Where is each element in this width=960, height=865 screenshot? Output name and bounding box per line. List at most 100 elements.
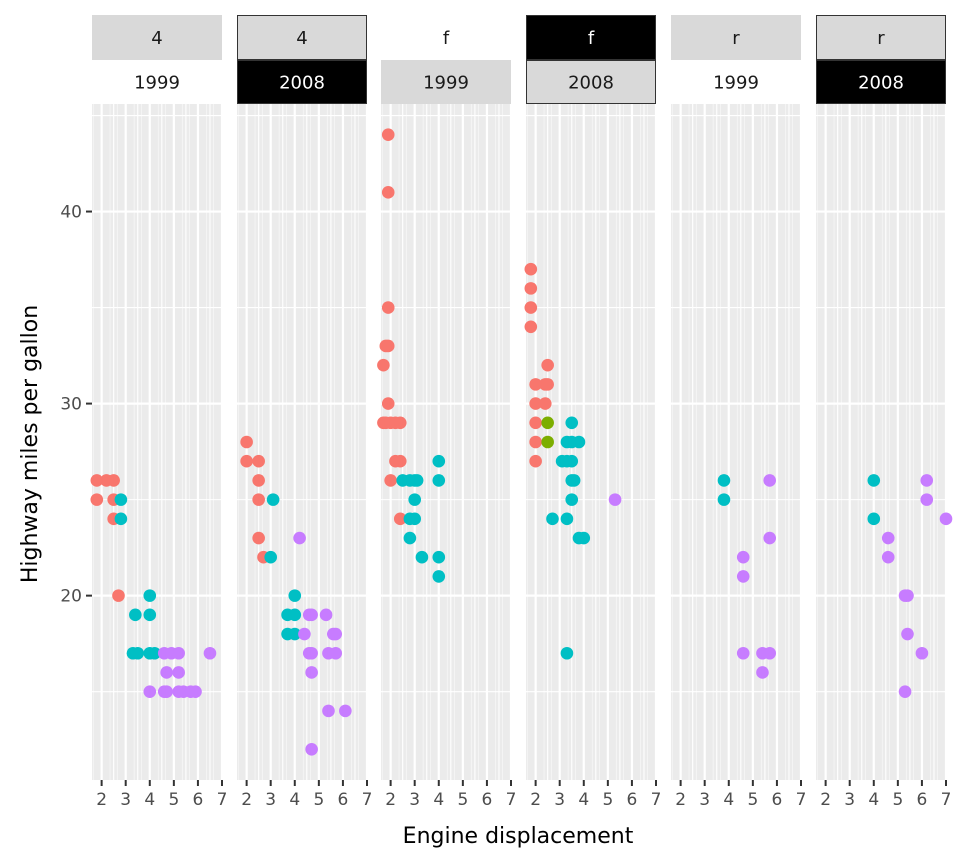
- strip-year: 2008: [816, 60, 946, 104]
- data-point-suv: [567, 474, 581, 487]
- data-point-compact: [381, 186, 395, 199]
- panel-background: [671, 104, 801, 780]
- data-point-pickup: [881, 531, 895, 545]
- data-point-suv: [114, 512, 128, 526]
- x-tick-label: 2: [96, 790, 107, 810]
- data-point-suv: [432, 474, 446, 487]
- panel-background: [816, 104, 946, 780]
- data-point-pickup: [736, 646, 750, 660]
- data-point-suv: [410, 474, 424, 487]
- x-tick-label: 7: [217, 790, 228, 810]
- strip-drv-label: f: [588, 28, 595, 49]
- x-tick-label: 7: [362, 790, 373, 810]
- data-point-pickup: [293, 531, 306, 545]
- data-point-compact: [529, 397, 542, 410]
- data-point-compact: [252, 531, 265, 545]
- strip-drv-label: 4: [296, 28, 307, 49]
- y-tick-label: 40: [60, 203, 82, 223]
- strip-year-background: [671, 60, 801, 104]
- strip-year-label: 2008: [858, 73, 904, 94]
- data-point-pickup: [920, 474, 934, 487]
- x-tick-label: 5: [457, 790, 468, 810]
- strip-year-label: 2008: [568, 73, 614, 94]
- strip-drv: f: [381, 15, 511, 60]
- panel-background: [237, 104, 367, 780]
- strip-year-label: 2008: [279, 73, 325, 94]
- data-point-pickup: [305, 666, 318, 679]
- strip-drv-background: [381, 15, 511, 60]
- data-point-compact: [541, 358, 554, 372]
- strip-year-background: [237, 60, 367, 104]
- data-point-compact: [381, 397, 395, 410]
- data-point-pickup: [298, 627, 311, 641]
- x-tick-label: 7: [506, 790, 517, 810]
- strip-year-background: [816, 60, 946, 104]
- data-point-pickup: [756, 666, 769, 679]
- data-point-suv: [288, 608, 302, 622]
- x-tick-label: 5: [313, 790, 324, 810]
- data-point-pickup: [329, 627, 343, 641]
- data-point-compact: [524, 282, 538, 295]
- data-point-suv: [408, 493, 422, 506]
- x-tick-label: 6: [193, 790, 204, 810]
- data-point-compact: [524, 320, 538, 334]
- strip-drv: 4: [92, 15, 222, 60]
- strip-drv-label: 4: [151, 28, 162, 49]
- data-point-suv: [560, 512, 574, 526]
- data-point-pickup: [319, 608, 333, 622]
- data-point-compact: [393, 454, 407, 468]
- x-tick-label: 6: [338, 790, 349, 810]
- strip-year-label: 1999: [134, 73, 180, 94]
- strip-year-background: [381, 60, 511, 104]
- data-point-compact: [252, 493, 265, 506]
- strip-year: 1999: [671, 60, 801, 104]
- x-tick-label: 4: [723, 790, 734, 810]
- data-point-suv: [432, 550, 446, 564]
- data-point-suv: [266, 493, 280, 506]
- data-point-compact: [377, 358, 390, 372]
- x-tick-label: 3: [120, 790, 131, 810]
- x-tick-label: 7: [941, 790, 952, 810]
- data-point-suv: [131, 646, 145, 660]
- data-point-compact: [524, 262, 538, 276]
- data-point-suv: [148, 646, 161, 660]
- strip-year-label: 1999: [423, 73, 469, 94]
- data-point-compact: [112, 589, 125, 602]
- data-point-suv: [143, 589, 157, 602]
- x-tick-label: 3: [699, 790, 710, 810]
- data-point-compact: [381, 128, 395, 142]
- data-point-pickup: [763, 531, 777, 545]
- data-point-pickup: [172, 666, 185, 679]
- data-point-suv: [288, 589, 302, 602]
- x-tick-label: 4: [144, 790, 155, 810]
- strip-drv-background: [671, 15, 801, 60]
- y-axis-title: Highway miles per gallon: [18, 305, 43, 583]
- data-point-pickup: [189, 685, 202, 698]
- x-tick-label: 2: [820, 790, 831, 810]
- data-point-pickup: [920, 493, 934, 506]
- data-point-pickup: [305, 742, 318, 756]
- panel-f-1999: f 1999 2 3 4 5 6 7: [377, 15, 516, 810]
- strip-drv-label: f: [443, 28, 450, 49]
- strip-drv-background: [92, 15, 222, 60]
- panel-background: [92, 104, 222, 780]
- x-tick-label: 4: [578, 790, 589, 810]
- strip-year-background: [526, 60, 656, 104]
- data-point-pickup: [339, 704, 352, 718]
- data-point-suv: [264, 550, 278, 564]
- data-point-compact: [538, 397, 552, 410]
- x-tick-label: 6: [772, 790, 783, 810]
- strip-drv-background: [526, 15, 656, 60]
- x-tick-label: 2: [241, 790, 252, 810]
- data-point-suv: [432, 570, 446, 583]
- panel-r-2008: r 2008 2 3 4 5 6 7: [816, 15, 953, 810]
- panel-r-1999: r 1999 2 3 4 5 6 7: [671, 15, 806, 810]
- data-point-suv: [577, 531, 591, 545]
- data-point-midsize: [541, 435, 554, 449]
- data-point-compact: [240, 454, 253, 468]
- strip-drv-label: r: [732, 28, 740, 49]
- data-point-suv: [288, 627, 302, 641]
